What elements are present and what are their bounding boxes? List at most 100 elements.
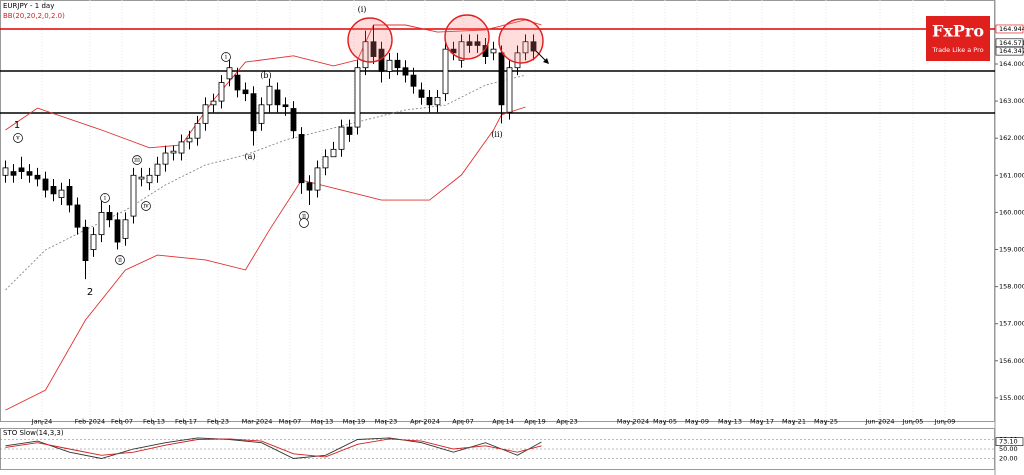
candle-body — [106, 211, 113, 221]
candle-body — [186, 137, 193, 143]
candle-body — [50, 186, 57, 195]
highlight-circle — [347, 17, 393, 63]
marks: Jan-24 Feb-2024 Feb-07 Feb-13 Feb-17 Feb-23 Ma… — [0, 0, 1024, 463]
y-tick-label: 155.000 — [999, 394, 1024, 402]
annotation-circle — [100, 193, 110, 203]
candle-body — [442, 48, 449, 95]
candle-body — [10, 171, 17, 176]
level-price-label: 164.944 — [999, 25, 1024, 33]
wave-label: (b) — [260, 71, 271, 80]
candle-body — [202, 104, 209, 124]
annotation-circle — [115, 255, 125, 265]
price-label: 164.347 — [999, 47, 1024, 55]
wave-label: i — [104, 195, 106, 202]
candle-body — [90, 234, 97, 250]
x-tick-label: May-09 — [685, 418, 709, 426]
wave-label: iv — [143, 203, 149, 210]
candle-body — [394, 59, 401, 69]
x-tick-label: May-17 — [750, 418, 774, 426]
candle-body — [282, 104, 289, 108]
x-tick-label: Feb-07 — [111, 418, 133, 426]
candle-body — [290, 108, 297, 132]
candle-body — [82, 226, 89, 262]
candle-body — [178, 141, 185, 154]
candle-body — [386, 59, 393, 72]
candle-body — [370, 41, 377, 57]
candle-body — [154, 163, 161, 176]
x-tick-label: Feb-13 — [143, 418, 165, 426]
candle-body — [450, 48, 457, 54]
indicator-label: BB(20,20,2,0,2.0) — [3, 12, 65, 20]
annotation-circle — [141, 201, 151, 211]
candle-body — [354, 67, 361, 128]
candle-body — [490, 48, 497, 54]
x-tick-label: May-25 — [814, 418, 838, 426]
candle-body — [274, 89, 281, 106]
candle-body — [330, 148, 337, 158]
candle-body — [250, 93, 257, 132]
candle-body — [42, 178, 49, 191]
y-tick-label: 20.00 — [999, 455, 1018, 463]
logo-tagline: Trade Like a Pro — [931, 46, 983, 54]
candle-body — [258, 104, 265, 124]
y-tick-label: 163.000 — [999, 97, 1024, 105]
x-tick-label: Mar-2024 — [242, 418, 273, 426]
x-tick-label: Mar-13 — [311, 418, 333, 426]
highlight-circle — [444, 14, 490, 60]
candle-body — [498, 52, 505, 106]
wave-label: (ii) — [491, 130, 502, 139]
readout-label: 73.10 — [999, 438, 1018, 446]
wave-label: i — [225, 54, 227, 61]
x-tick-label: May-05 — [653, 418, 677, 426]
x-tick-label: Apr-07 — [452, 418, 473, 426]
wave-label: 2 — [87, 287, 93, 298]
price-label: 164.571 — [999, 39, 1024, 47]
x-tick-label: Apr-19 — [524, 418, 545, 426]
candle-body — [98, 211, 105, 236]
x-tick-label: Mar-07 — [279, 418, 301, 426]
y-tick-label: 158.000 — [999, 283, 1024, 291]
candle-body — [66, 186, 73, 206]
candle-body — [194, 122, 201, 139]
candle-body — [458, 41, 465, 61]
candle-body — [514, 52, 521, 69]
annotation-circle — [132, 155, 142, 165]
candle-body — [58, 189, 65, 198]
x-tick-label: May-13 — [718, 418, 742, 426]
candle-body — [530, 41, 537, 52]
logo: FxPro Trade Like a Pro — [926, 16, 990, 61]
candle-body — [146, 174, 153, 184]
candle-body — [418, 89, 425, 98]
candle-body — [298, 134, 305, 184]
y-tick-label: 162.000 — [999, 134, 1024, 142]
candle-body — [346, 126, 353, 135]
wave-label: (a) — [244, 152, 255, 161]
annotation-circle — [13, 133, 23, 143]
candle-body — [426, 96, 433, 106]
candle-body — [266, 85, 273, 106]
candle-body — [506, 67, 513, 113]
x-tick-label: Jun-2024 — [864, 418, 894, 426]
wave-label: 1 — [14, 120, 20, 131]
wave-label: ii — [118, 257, 122, 264]
stochastic-line — [5, 438, 542, 458]
candle-body — [2, 167, 9, 176]
candle-body — [314, 167, 321, 191]
x-tick-label: Feb-23 — [207, 418, 229, 426]
logo-name: FxPro — [932, 22, 984, 41]
x-tick-label: Apr-2024 — [410, 418, 440, 426]
candle-body — [242, 89, 249, 95]
candle-body — [402, 67, 409, 76]
candle-body — [466, 41, 473, 46]
arrow — [535, 50, 549, 64]
candle-body — [170, 150, 177, 154]
y-tick-label: 164.000 — [999, 60, 1024, 68]
annotation-circle — [299, 218, 309, 228]
x-tick-label: May-2024 — [617, 418, 649, 426]
y-tick-label: 156.000 — [999, 357, 1024, 365]
y-tick-label: 159.000 — [999, 245, 1024, 253]
candle-body — [234, 74, 241, 91]
y-tick-label: 161.000 — [999, 171, 1024, 179]
